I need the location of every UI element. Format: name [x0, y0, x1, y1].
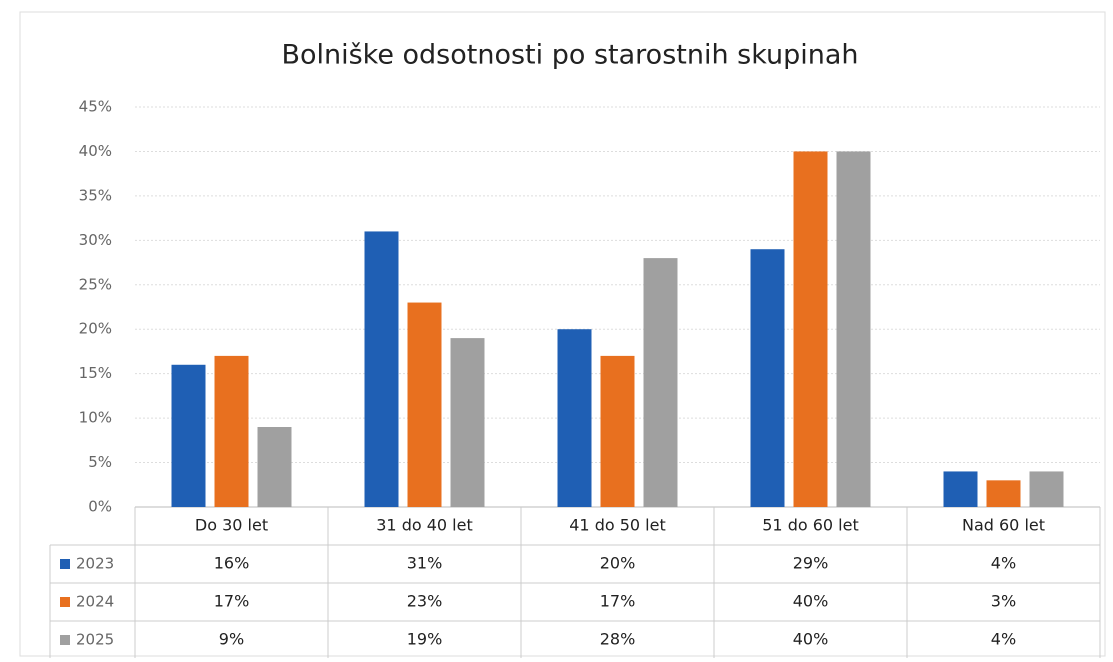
x-tick-label: 31 do 40 let — [376, 516, 472, 535]
bar — [557, 329, 592, 507]
bar — [171, 364, 206, 507]
data-label: 28% — [600, 630, 636, 649]
bar — [643, 258, 678, 507]
x-tick-label: Nad 60 let — [962, 516, 1045, 535]
data-label: 4% — [991, 630, 1016, 649]
data-label: 40% — [793, 592, 829, 611]
legend-label: 2025 — [76, 631, 114, 649]
bar — [407, 302, 442, 507]
data-label: 23% — [407, 592, 443, 611]
y-tick-label: 45% — [79, 98, 112, 116]
data-label: 19% — [407, 630, 443, 649]
y-tick-label: 0% — [88, 498, 112, 516]
bar — [1029, 471, 1064, 507]
data-label: 17% — [214, 592, 250, 611]
bar — [750, 249, 785, 507]
x-tick-label: 51 do 60 let — [762, 516, 858, 535]
bar — [986, 480, 1021, 507]
x-tick-label: Do 30 let — [195, 516, 268, 535]
data-label: 20% — [600, 554, 636, 573]
y-tick-label: 15% — [79, 364, 112, 382]
data-label: 3% — [991, 592, 1016, 611]
data-label: 29% — [793, 554, 829, 573]
bar — [450, 338, 485, 507]
bar — [600, 355, 635, 507]
y-tick-label: 40% — [79, 142, 112, 160]
data-label: 16% — [214, 554, 250, 573]
chart-title: Bolniške odsotnosti po starostnih skupin… — [281, 40, 858, 71]
bar — [364, 231, 399, 507]
bar — [836, 151, 871, 507]
y-tick-label: 35% — [79, 186, 112, 204]
bar — [214, 355, 249, 507]
legend-swatch — [60, 559, 70, 569]
legend-label: 2024 — [76, 593, 114, 611]
legend-swatch — [60, 635, 70, 645]
data-label: 40% — [793, 630, 829, 649]
y-tick-label: 30% — [79, 231, 112, 249]
bar — [943, 471, 978, 507]
y-tick-label: 20% — [79, 320, 112, 338]
chart-frame — [19, 11, 1106, 657]
bar — [257, 427, 292, 507]
legend-label: 2023 — [76, 555, 114, 573]
y-tick-label: 25% — [79, 275, 112, 293]
legend-swatch — [60, 597, 70, 607]
y-tick-label: 10% — [79, 409, 112, 427]
data-label: 9% — [219, 630, 244, 649]
bar — [793, 151, 828, 507]
data-label: 31% — [407, 554, 443, 573]
y-tick-label: 5% — [88, 453, 112, 471]
data-label: 17% — [600, 592, 636, 611]
data-label: 4% — [991, 554, 1016, 573]
x-tick-label: 41 do 50 let — [569, 516, 665, 535]
